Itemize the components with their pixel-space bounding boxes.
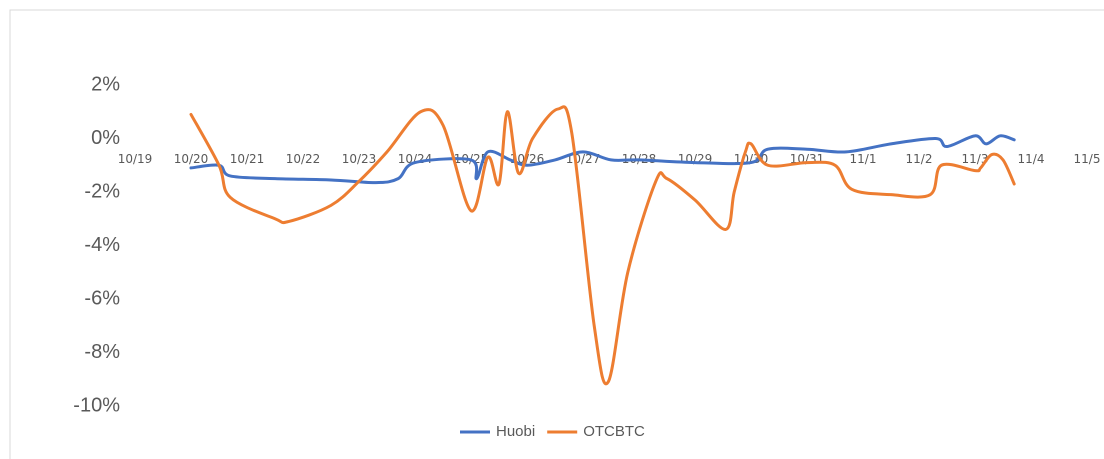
x-tick-label: 11/5 [1074,152,1101,166]
x-tick-label: 10/21 [230,152,265,166]
y-tick-label: -8% [84,341,120,363]
y-tick-label: -10% [73,394,120,416]
legend-label: OTCBTC [583,423,645,440]
x-tick-label: 10/20 [174,152,209,166]
legend-label: Huobi [496,423,535,440]
x-tick-label: 11/2 [906,152,933,166]
y-tick-label: 0% [91,127,120,149]
chart-border [9,9,1104,459]
x-tick-label: 10/19 [118,152,153,166]
y-tick-label: -2% [84,180,120,202]
x-tick-label: 11/1 [850,152,877,166]
x-tick-label: 11/3 [962,152,989,166]
x-tick-label: 11/4 [1018,152,1045,166]
x-tick-label: 10/24 [398,152,433,166]
x-tick-label: 10/22 [286,152,321,166]
y-tick-label: -4% [84,234,120,256]
line-series [189,105,1016,386]
x-tick-label: 10/23 [342,152,377,166]
y-tick-label: -6% [84,287,120,309]
line-series [189,134,1016,185]
y-tick-label: 2% [91,73,120,95]
